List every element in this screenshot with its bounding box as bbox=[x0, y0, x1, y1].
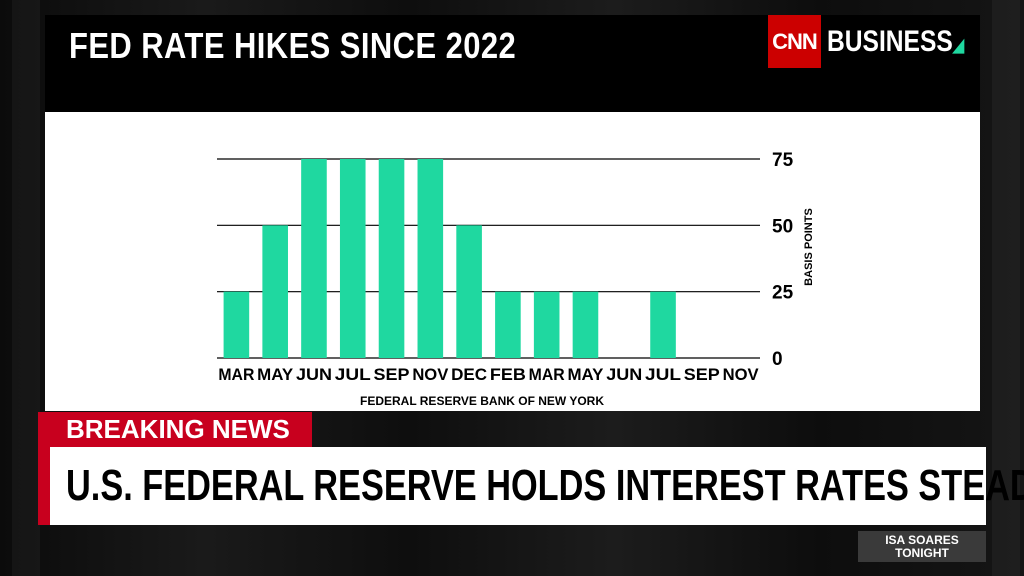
x-tick-label: FEB bbox=[490, 365, 526, 384]
business-wordmark: BUSINESS◢ bbox=[827, 25, 964, 59]
y-axis-label: BASIS POINTS bbox=[803, 208, 815, 286]
graphic-panel: FED RATE HIKES SINCE 2022 CNN BUSINESS◢ … bbox=[45, 15, 980, 411]
bar bbox=[572, 291, 599, 358]
show-name-tag: ISA SOARES TONIGHT bbox=[858, 531, 986, 562]
bar bbox=[456, 225, 482, 358]
y-tick-label: 25 bbox=[772, 283, 794, 304]
bar bbox=[650, 291, 676, 358]
headline-bar: U.S. FEDERAL RESERVE HOLDS INTEREST RATE… bbox=[38, 447, 1024, 525]
bar bbox=[223, 291, 250, 358]
x-tick-label: JUL bbox=[645, 365, 681, 384]
x-tick-label: JUL bbox=[335, 365, 371, 384]
y-tick-label: 50 bbox=[772, 216, 793, 237]
bar bbox=[262, 225, 288, 358]
headline-text: U.S. FEDERAL RESERVE HOLDS INTEREST RATE… bbox=[66, 461, 1024, 510]
breaking-news-label: BREAKING NEWS bbox=[38, 412, 312, 447]
x-tick-label: JUN bbox=[606, 365, 642, 384]
cnn-logo: CNN bbox=[768, 15, 821, 68]
business-word: BUSINESS bbox=[827, 24, 953, 58]
bar bbox=[495, 291, 521, 358]
bar bbox=[417, 159, 444, 358]
bar bbox=[301, 159, 327, 358]
x-tick-label: JUN bbox=[296, 365, 332, 384]
business-dot-icon: ◢ bbox=[952, 34, 965, 55]
x-tick-label: MAY bbox=[257, 365, 294, 384]
x-tick-label: SEP bbox=[684, 365, 720, 384]
bar bbox=[339, 159, 366, 358]
x-tick-label: MAR bbox=[529, 365, 565, 384]
show-line-1: ISA SOARES bbox=[885, 532, 959, 547]
backdrop-stripe bbox=[992, 0, 1020, 576]
x-tick-label: MAY bbox=[567, 365, 604, 384]
x-tick-label: NOV bbox=[723, 365, 760, 384]
cnn-business-logo: CNN BUSINESS◢ bbox=[768, 15, 994, 68]
chart-card: 0 25 50 75 MAR MAY JUN JUL SEP NOV DEC FEB MAR MAY JUN… bbox=[45, 112, 980, 411]
y-tick-label: 0 bbox=[772, 349, 783, 370]
source-note: FEDERAL RESERVE BANK OF NEW YORK bbox=[360, 394, 604, 408]
x-tick-label: DEC bbox=[451, 365, 487, 384]
x-tick-label: SEP bbox=[374, 365, 410, 384]
x-tick-label: NOV bbox=[412, 365, 449, 384]
y-tick-label: 75 bbox=[772, 150, 794, 171]
backdrop-stripe bbox=[12, 0, 40, 576]
show-line-2: TONIGHT bbox=[895, 545, 949, 560]
x-tick-label: MAR bbox=[218, 365, 254, 384]
bar bbox=[378, 159, 405, 358]
graphic-title: FED RATE HIKES SINCE 2022 bbox=[69, 25, 517, 66]
bar bbox=[533, 291, 560, 358]
